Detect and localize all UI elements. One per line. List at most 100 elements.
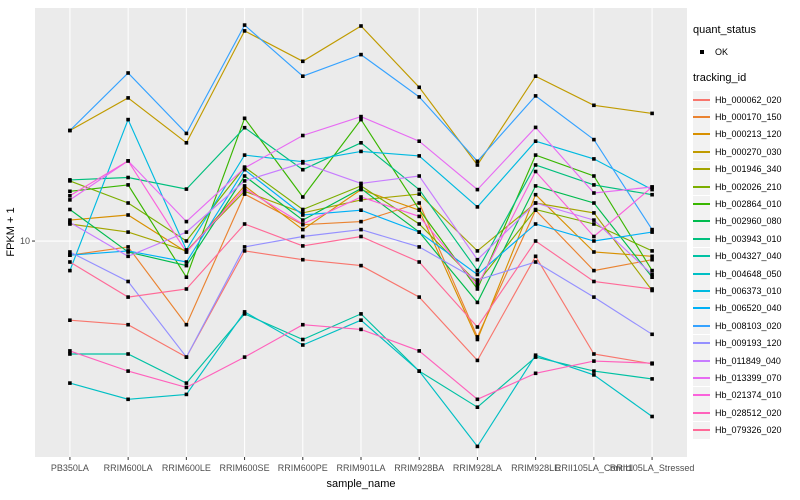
data-point xyxy=(475,325,480,329)
data-point xyxy=(242,186,247,191)
data-point xyxy=(592,103,596,108)
legend-title-quant-status: quant_status xyxy=(693,24,756,36)
data-point xyxy=(126,159,130,163)
legend-key-swatch xyxy=(693,265,710,283)
data-point xyxy=(475,284,480,288)
data-point xyxy=(475,300,480,305)
data-point xyxy=(242,116,247,121)
data-point xyxy=(533,355,538,359)
x-tick-label: RRIM600SE xyxy=(219,463,270,473)
legend-label: Hb_000062_020 xyxy=(715,94,782,105)
data-point xyxy=(301,322,305,327)
data-point xyxy=(126,369,130,373)
legend-label: Hb_021374_010 xyxy=(715,390,782,401)
legend-item-Hb_013399_070: Hb_013399_070 xyxy=(693,369,799,387)
legend-key-swatch xyxy=(693,143,710,161)
legend-key-swatch xyxy=(693,386,710,404)
legend-color-line xyxy=(693,272,710,275)
data-point xyxy=(533,254,538,259)
data-point xyxy=(126,254,130,259)
legend-key-swatch xyxy=(693,404,710,422)
data-point xyxy=(359,149,363,154)
legend-key-swatch xyxy=(693,352,710,370)
data-point xyxy=(417,349,421,353)
legend-key-swatch xyxy=(693,108,710,126)
data-point xyxy=(475,257,480,262)
legend-key-swatch xyxy=(693,247,710,265)
data-point xyxy=(533,94,538,98)
data-point xyxy=(301,133,305,138)
data-point xyxy=(417,222,421,226)
data-point xyxy=(184,287,189,291)
data-point xyxy=(301,213,305,217)
x-axis-title: sample_name xyxy=(326,478,396,490)
data-point xyxy=(417,201,421,205)
data-point xyxy=(417,174,421,178)
x-tick-label: RRIM901LA xyxy=(336,463,386,473)
legend-label: Hb_008103_020 xyxy=(715,320,782,331)
data-point xyxy=(650,254,654,259)
data-point xyxy=(475,287,480,291)
data-point xyxy=(592,369,596,373)
data-point xyxy=(184,381,189,385)
data-point xyxy=(184,131,189,136)
x-tick-label: RRIM928LE xyxy=(511,463,561,473)
data-point xyxy=(592,359,596,363)
data-point xyxy=(475,278,480,282)
legend-key-swatch xyxy=(693,230,710,248)
legend-item-Hb_002026_210: Hb_002026_210 xyxy=(693,178,799,196)
data-point xyxy=(475,397,480,402)
data-point xyxy=(650,227,654,232)
data-point xyxy=(242,355,247,359)
data-point xyxy=(242,184,247,188)
legend-item-Hb_006373_010: Hb_006373_010 xyxy=(693,282,799,300)
data-point xyxy=(184,392,189,397)
data-point xyxy=(359,181,363,186)
x-tick-label: RRIM928BA xyxy=(394,463,445,473)
data-point xyxy=(242,222,247,226)
data-point xyxy=(475,335,480,339)
data-point xyxy=(68,198,72,202)
data-point xyxy=(68,250,72,254)
legend-label: Hb_006373_010 xyxy=(715,285,782,296)
data-point xyxy=(533,163,538,167)
data-point xyxy=(359,208,363,212)
data-point xyxy=(126,183,130,187)
data-point xyxy=(650,332,654,337)
data-point xyxy=(592,239,596,243)
legend-label: Hb_000213_120 xyxy=(715,129,782,140)
legend-item-Hb_004648_050: Hb_004648_050 xyxy=(693,265,799,283)
legend-color-line xyxy=(693,376,710,379)
data-point xyxy=(126,322,130,327)
data-point xyxy=(359,263,363,268)
x-tick-label: RRIM600LA xyxy=(103,463,153,473)
data-point xyxy=(126,117,130,122)
y-tick-label: 10 xyxy=(19,235,30,246)
legend-label-ok: OK xyxy=(715,46,729,57)
data-point xyxy=(68,253,72,257)
legend-label: Hb_003943_010 xyxy=(715,233,782,244)
data-point xyxy=(68,128,72,133)
data-point xyxy=(533,353,538,357)
data-point xyxy=(533,201,538,205)
legend-item-Hb_009193_120: Hb_009193_120 xyxy=(693,334,799,352)
data-point xyxy=(359,114,363,119)
data-point xyxy=(475,272,480,277)
legend-label: Hb_004327_040 xyxy=(715,251,782,262)
data-point xyxy=(126,230,130,234)
data-point xyxy=(184,248,189,252)
legend-key-swatch xyxy=(693,125,710,143)
legend-color-line xyxy=(693,307,710,310)
legend-label: Hb_000270_030 xyxy=(715,146,782,157)
legend-color-line xyxy=(693,168,710,171)
data-point xyxy=(359,219,363,224)
data-point xyxy=(417,192,421,196)
data-point xyxy=(359,227,363,232)
legend-item-Hb_079326_020: Hb_079326_020 xyxy=(693,421,799,439)
data-point xyxy=(475,268,480,273)
legend-color-line xyxy=(693,429,710,432)
data-point xyxy=(242,312,247,316)
data-point xyxy=(301,74,305,78)
legend-item-Hb_002960_080: Hb_002960_080 xyxy=(693,212,799,230)
legend-key-swatch xyxy=(693,160,710,178)
